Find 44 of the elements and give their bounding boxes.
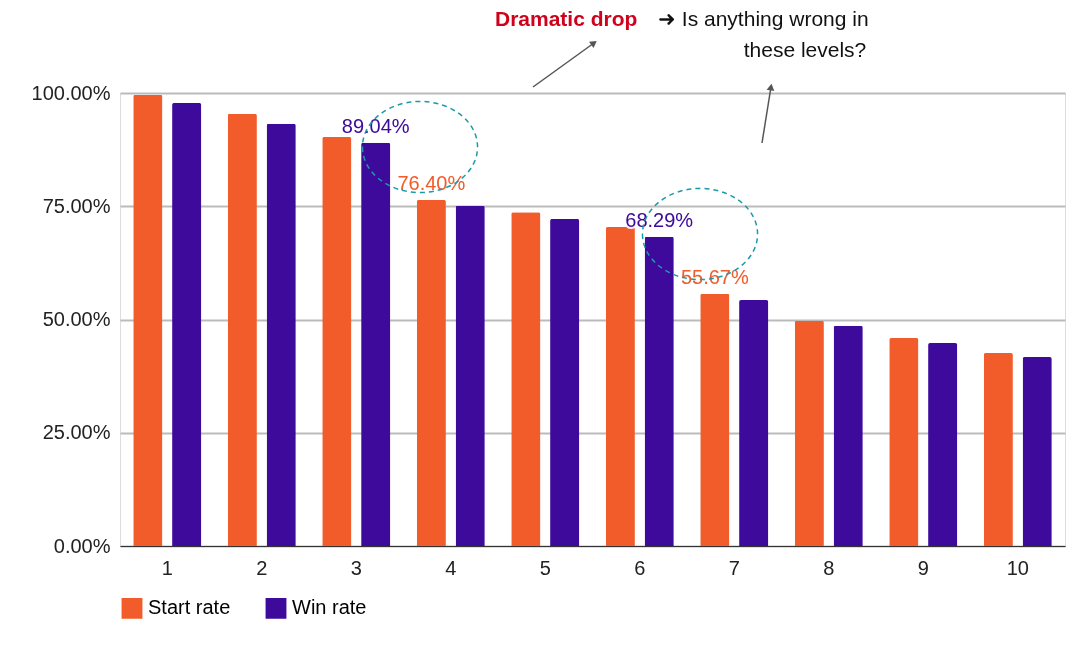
bar [227, 113, 257, 546]
x-tick-label: 3 [350, 556, 362, 579]
y-tick-label: 25.00% [42, 421, 111, 444]
text: these levels? [743, 38, 867, 61]
bar [511, 212, 541, 546]
bar [889, 338, 919, 546]
data-label: 76.40% [397, 171, 466, 194]
bar [983, 353, 1013, 546]
y-tick-label: 0.00% [53, 534, 111, 557]
bar [416, 199, 446, 546]
bar [833, 325, 863, 546]
y-tick-label: 100.00% [31, 81, 111, 104]
bar [550, 218, 580, 546]
legend-label: Start rate [148, 596, 231, 619]
bar [172, 102, 202, 546]
bar [322, 136, 352, 546]
bar [700, 293, 730, 546]
x-tick-label: 4 [445, 556, 457, 579]
y-tick-label: 50.00% [42, 308, 111, 330]
text: Dramatic drop [495, 7, 638, 30]
x-tick-label: 6 [634, 556, 646, 579]
bar [739, 300, 769, 546]
x-tick-label: 8 [823, 556, 835, 579]
x-tick-label: 9 [917, 556, 929, 579]
bar [1022, 357, 1052, 546]
data-label: 55.67% [680, 265, 749, 288]
bar [266, 123, 296, 546]
bar [605, 227, 635, 546]
x-tick-label: 5 [539, 556, 551, 579]
bar [361, 142, 391, 546]
bar [644, 236, 674, 546]
data-label: 68.29% [625, 208, 694, 231]
x-tick-label: 10 [1006, 556, 1029, 579]
data-label: 89.04% [341, 114, 410, 137]
text: ➜ Is anything wrong in [658, 7, 869, 30]
bar [455, 205, 485, 546]
bar [794, 320, 824, 546]
bar [928, 343, 958, 546]
legend-label: Win rate [292, 596, 367, 619]
x-tick-label: 2 [256, 556, 268, 579]
bar [133, 94, 163, 546]
y-tick-label: 75.00% [42, 194, 111, 217]
x-tick-label: 7 [728, 556, 740, 579]
x-tick-label: 1 [161, 556, 173, 579]
